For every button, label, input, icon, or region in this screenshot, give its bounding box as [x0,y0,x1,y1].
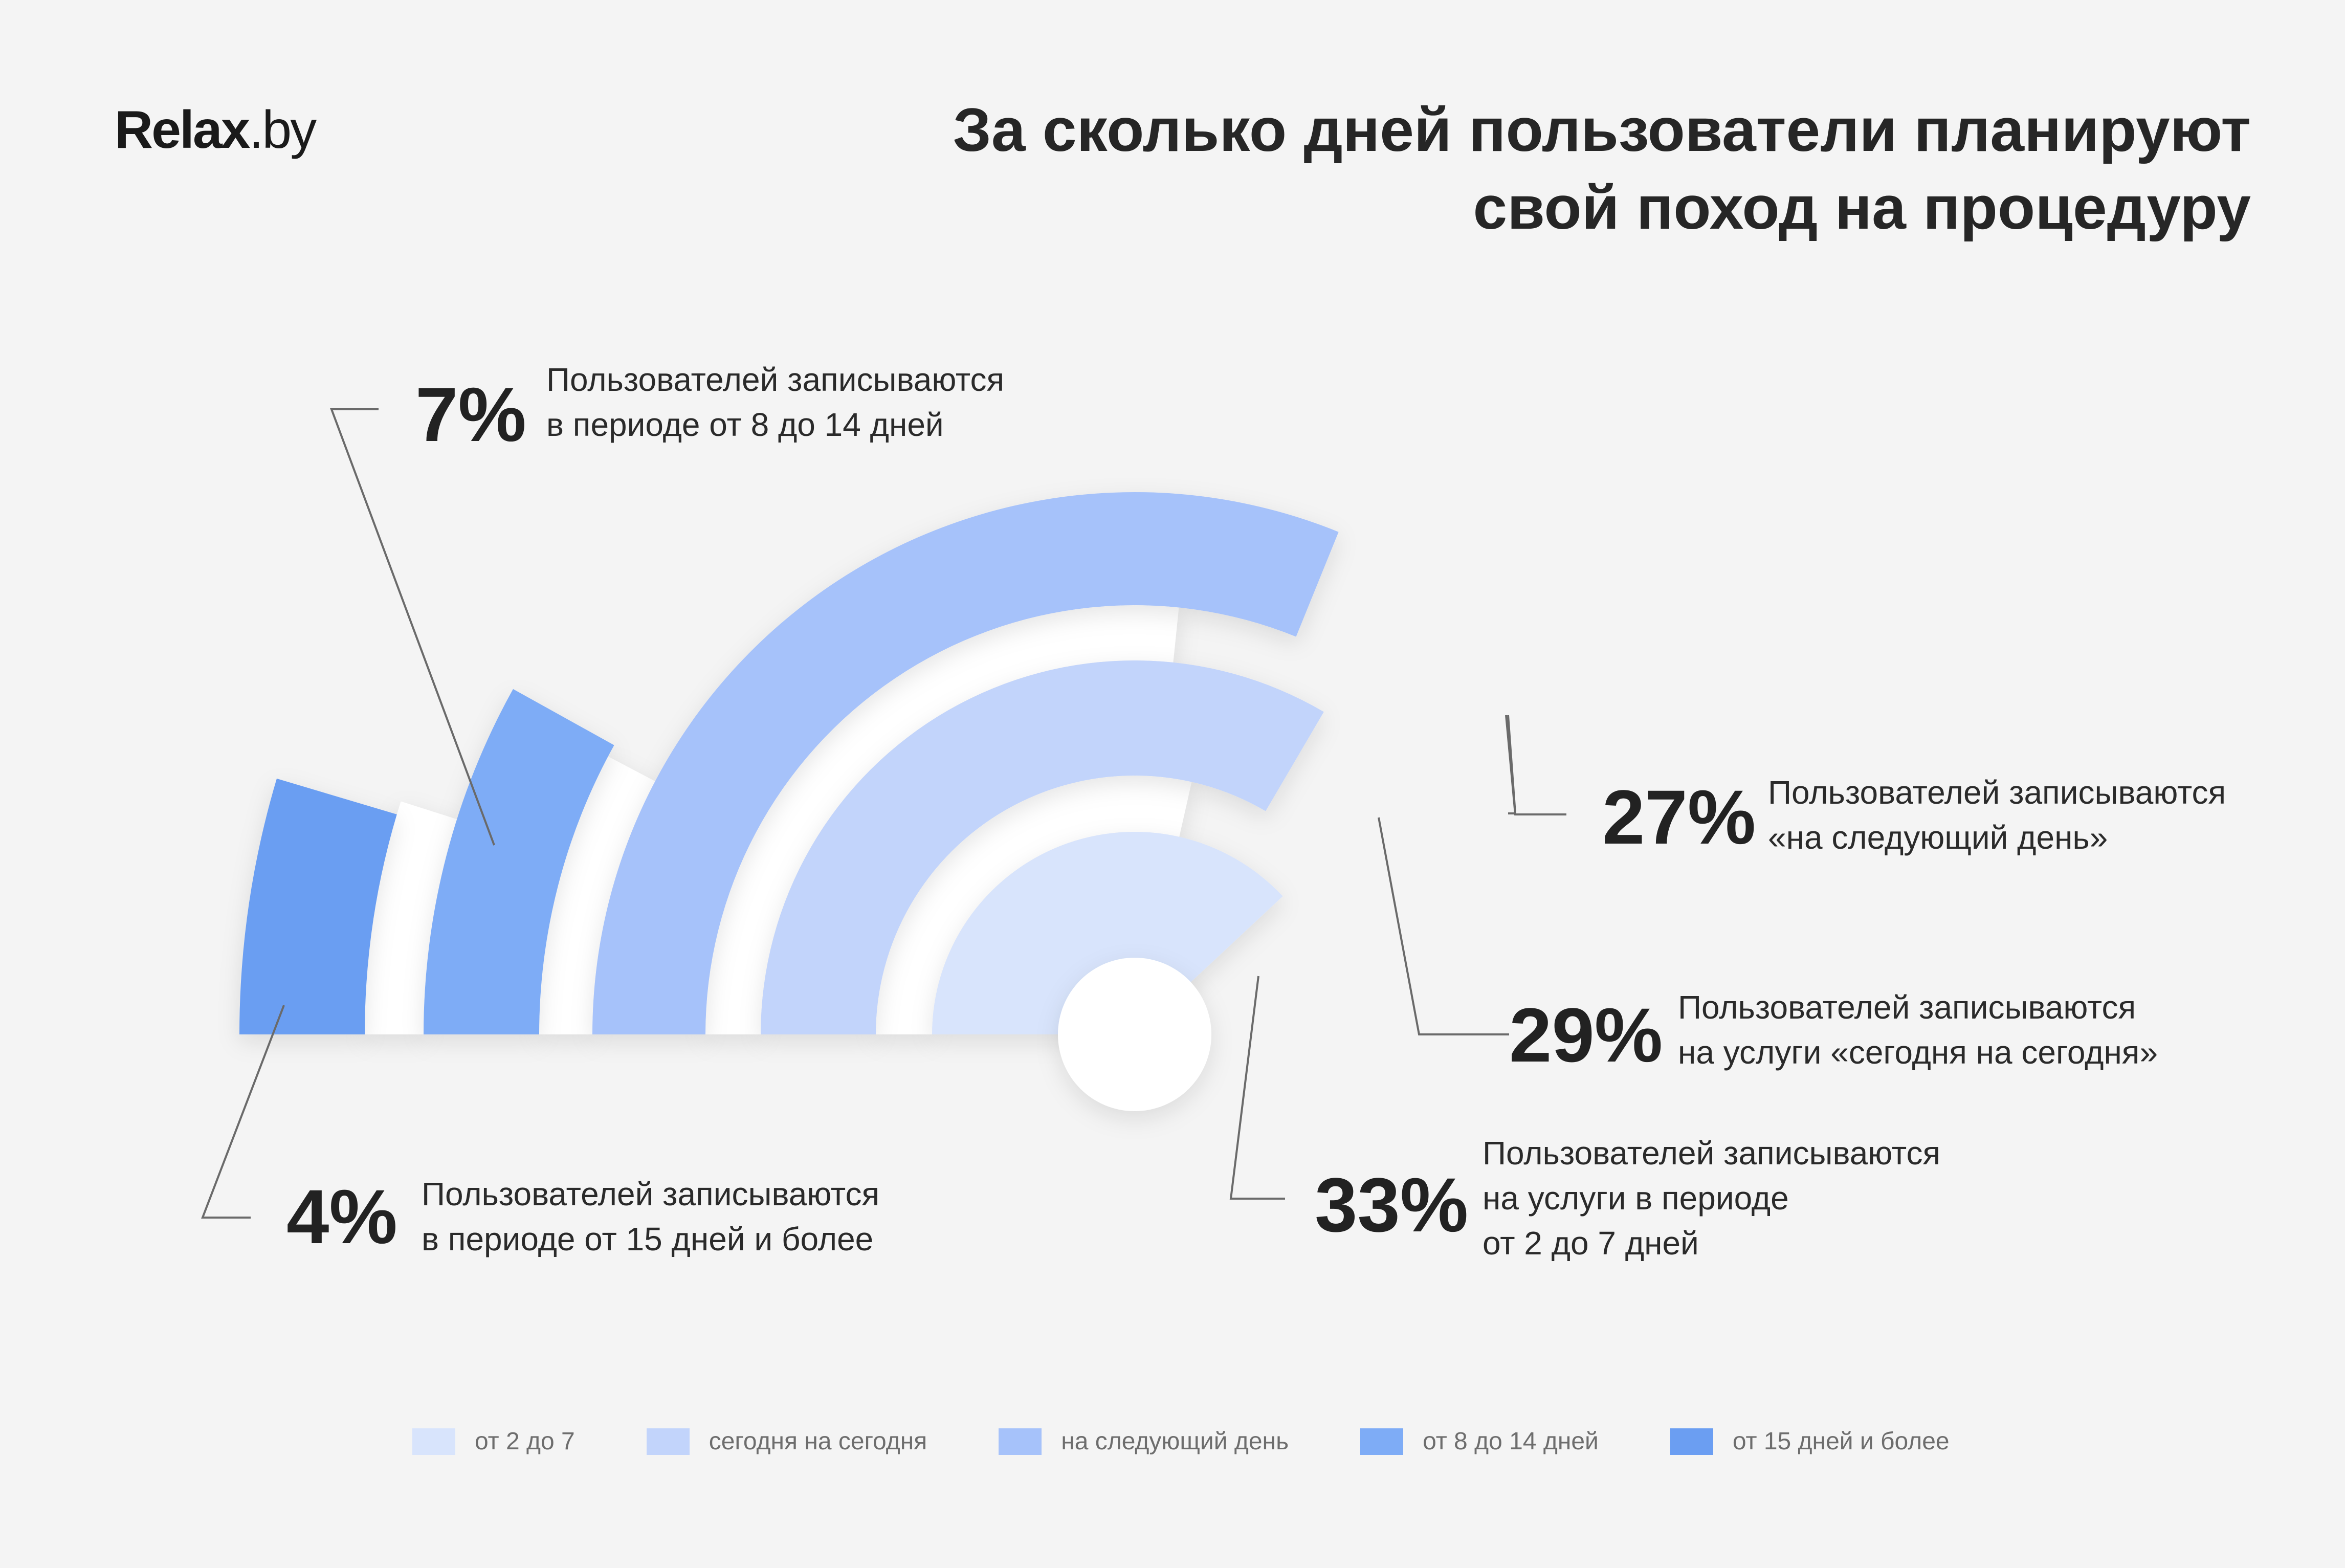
brand-logo: Relax.by [115,100,317,161]
legend: от 2 до 7 сегодня на сегодня на следующи… [412,1427,1950,1455]
chart-bands [239,492,1339,1111]
callout-27-text: Пользователей записываются «на следующий… [1768,770,2226,860]
callout-7-line1: Пользователей записываются [546,361,1005,398]
callout-7-line2: в периоде от 8 до 14 дней [546,406,944,443]
band-2-7 [932,832,1283,1034]
legend-label: сегодня на сегодня [709,1428,927,1455]
callout-33-line1: Пользователей записываются [1483,1135,1941,1172]
legend-item-today: сегодня на сегодня [646,1427,927,1455]
legend-swatch [1360,1428,1404,1455]
callout-4-value: 4% [286,1174,397,1260]
leader-7 [330,408,495,846]
callout-7-value: 7% [415,371,526,457]
legend-swatch [412,1428,455,1455]
legend-item-2-7: от 2 до 7 [412,1427,575,1455]
callout-33-value: 33% [1315,1162,1469,1248]
callout-29-text: Пользователей записываются на услуги «се… [1678,985,2158,1075]
band-gap-2 [705,605,1179,1034]
legend-swatch [646,1428,690,1455]
logo-suffix: .by [249,100,317,160]
callout-4-line2: в периоде от 15 дней и более [422,1221,874,1257]
callout-29-line1: Пользователей записываются [1678,989,2136,1026]
callout-33-text: Пользователей записываются на услуги в п… [1483,1131,1940,1266]
leader-4 [201,1005,285,1219]
legend-swatch [1670,1428,1713,1455]
callout-33-line3: от 2 до 7 дней [1483,1225,1699,1262]
band-next-day [592,492,1339,1035]
callout-27-line2: «на следующий день» [1768,819,2108,856]
band-8-14 [424,689,614,1034]
legend-label: от 15 дней и более [1732,1428,1950,1455]
center-disc [1058,958,1211,1111]
band-gap-1 [876,776,1192,1034]
band-gap-4 [365,801,457,1034]
legend-swatch [999,1428,1042,1455]
callout-27-line1: Пользователей записываются [1768,774,2226,811]
legend-label: от 2 до 7 [475,1428,575,1455]
band-gap-3 [539,756,655,1034]
title-line-2: свой поход на процедуру [1473,173,2251,242]
chart-title: За сколько дней пользователи планируют с… [921,91,2251,247]
leader-33 [1229,976,1285,1200]
callout-27-value: 27% [1602,774,1756,860]
leader-27 [1505,715,1566,815]
callout-29-line2: на услуги «сегодня на сегодня» [1678,1034,2158,1071]
logo-main: Relax [115,100,251,160]
title-line-1: За сколько дней пользователи планируют [953,96,2251,164]
legend-item-next-day: на следующий день [999,1427,1289,1455]
legend-item-8-14: от 8 до 14 дней [1360,1427,1599,1455]
callout-33-line2: на услуги в периоде [1483,1180,1789,1217]
callout-7-text: Пользователей записываются в периоде от … [546,357,1004,447]
leader-29 [1378,817,1509,1035]
callout-4-text: Пользователей записываются в периоде от … [422,1172,879,1262]
band-today [761,660,1324,1034]
callout-4-line1: Пользователей записываются [422,1176,880,1212]
legend-label: на следующий день [1061,1428,1289,1455]
legend-item-15-plus: от 15 дней и более [1670,1427,1950,1455]
legend-label: от 8 до 14 дней [1423,1428,1599,1455]
leader-lines [201,408,1566,1219]
band-15-plus [239,778,397,1034]
callout-29-value: 29% [1509,992,1663,1078]
